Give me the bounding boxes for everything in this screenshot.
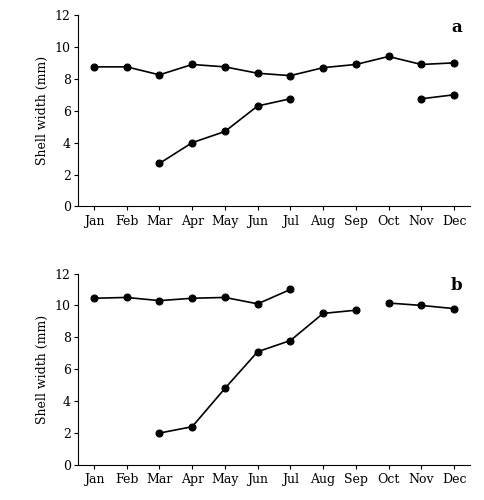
Y-axis label: Shell width (mm): Shell width (mm) <box>36 314 49 424</box>
Y-axis label: Shell width (mm): Shell width (mm) <box>36 56 49 166</box>
Text: a: a <box>451 19 462 36</box>
Text: b: b <box>450 278 462 294</box>
